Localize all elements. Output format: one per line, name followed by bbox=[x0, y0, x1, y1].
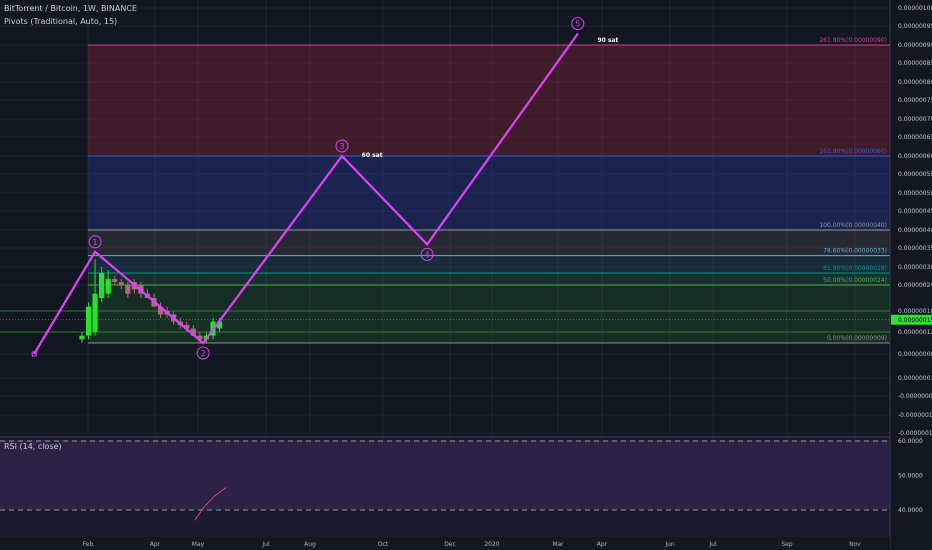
fib-zone bbox=[88, 273, 890, 285]
price-tick-label: 0.00000012 bbox=[898, 329, 932, 336]
wave-marker-circle bbox=[196, 346, 210, 360]
time-axis-background bbox=[0, 537, 890, 550]
wave-origin-marker bbox=[31, 351, 37, 357]
wave-marker-circle bbox=[88, 235, 102, 249]
fib-levels: 0.00%(0.00000009) 50.00%(0.00000024) 61.80… bbox=[0, 37, 890, 344]
wave-annotation: 60 sat bbox=[362, 152, 383, 159]
fib-zone bbox=[88, 230, 890, 256]
candle-body bbox=[216, 321, 223, 329]
fib-level-label: 100.00%(0.00000040) bbox=[819, 222, 887, 229]
rsi-band-fill bbox=[0, 440, 890, 510]
price-tick-label: 0.00000070 bbox=[898, 116, 932, 123]
fib-zone bbox=[88, 45, 890, 156]
price-tick-label: 0.00000035 bbox=[898, 245, 932, 252]
price-tick-label: -0.00000015 bbox=[898, 430, 932, 437]
fib-zone bbox=[88, 255, 890, 273]
time-axis[interactable]: Feb Apr May Jul Aug Oct Dec 2020 Mar Apr Jun Jul Sep… bbox=[0, 537, 890, 550]
price-tick-label: 0.00000100 bbox=[898, 5, 932, 12]
price-axis-background bbox=[890, 0, 932, 550]
time-tick-label: May bbox=[192, 541, 205, 548]
price-tick-label: 0.00000090 bbox=[898, 42, 932, 49]
time-tick-label: Jul bbox=[708, 541, 717, 548]
current-price-tag bbox=[891, 314, 932, 325]
wave-marker-circle bbox=[571, 17, 585, 31]
current-price-label: 0.00000015 bbox=[898, 317, 932, 324]
rsi-background bbox=[0, 437, 890, 537]
time-tick-label: Jul bbox=[261, 541, 270, 548]
time-tick-label: Nov bbox=[849, 541, 861, 548]
time-tick-label: Oct bbox=[378, 541, 389, 548]
price-tick-label: 0.00000006 bbox=[898, 351, 932, 358]
wave-annotation: 90 sat bbox=[597, 37, 618, 44]
time-tick-label: Sep bbox=[781, 541, 793, 548]
fib-zones bbox=[88, 45, 890, 343]
price-tick-label: 0.00000045 bbox=[898, 208, 932, 215]
rsi-tick-label: 40.0000 bbox=[898, 507, 923, 514]
time-tick-label: Mar bbox=[552, 541, 564, 548]
price-tick-label: 0.00000001 bbox=[898, 375, 932, 382]
price-tick-label: 0.00000085 bbox=[898, 60, 932, 67]
price-tick-label: 0.00000040 bbox=[898, 227, 932, 234]
fib-level-label: 261.80%(0.00000090) bbox=[819, 37, 887, 44]
price-tick-label: -0.00000005 bbox=[898, 393, 932, 400]
rsi-tick-label: 50.0000 bbox=[898, 473, 923, 480]
candle-body bbox=[184, 325, 190, 329]
wave-label: 1 bbox=[93, 238, 98, 247]
price-tick-label: 0.00000018 bbox=[898, 308, 932, 315]
wave-label: 4 bbox=[425, 250, 430, 259]
fib-level-label: 50.00%(0.00000024) bbox=[823, 277, 887, 284]
symbol-title: BitTorrent / Bitcoin, 1W, BINANCE bbox=[4, 4, 137, 13]
wave-marker-circle bbox=[420, 247, 434, 261]
candle-body bbox=[112, 279, 118, 282]
wave-path: 1 2 3 4 5 60 sat 90 sat bbox=[31, 17, 619, 360]
candle-body bbox=[92, 293, 98, 332]
price-tick-label: 0.00000050 bbox=[898, 190, 932, 197]
price-tick-label: 0.00000060 bbox=[898, 153, 932, 160]
rsi-indicator-label[interactable]: RSI (14, close) bbox=[4, 442, 62, 451]
time-tick-label: Jun bbox=[664, 541, 675, 548]
candle-body bbox=[99, 273, 105, 298]
wave-label: 2 bbox=[201, 349, 206, 358]
rsi-line bbox=[194, 487, 227, 521]
wave-line bbox=[33, 32, 579, 355]
wave-label: 3 bbox=[339, 142, 344, 151]
time-tick-label: 2020 bbox=[484, 541, 499, 548]
wave-marker-circle bbox=[335, 139, 349, 153]
candle-body bbox=[125, 285, 131, 294]
fib-level-label: 161.80%(0.00000060) bbox=[819, 148, 887, 155]
candle-body bbox=[79, 335, 85, 340]
price-tick-label: 0.00000075 bbox=[898, 97, 932, 104]
candle-body bbox=[118, 282, 124, 285]
price-tick-label: 0.00000080 bbox=[898, 79, 932, 86]
price-tick-label: 0.00000095 bbox=[898, 23, 932, 30]
candle-body bbox=[105, 279, 111, 294]
rsi-tick-label: 60.0000 bbox=[898, 438, 923, 445]
time-tick-label: Apr bbox=[597, 541, 608, 548]
candle-body bbox=[190, 328, 196, 336]
candle-body bbox=[197, 335, 203, 340]
fib-zone bbox=[88, 285, 890, 343]
time-tick-label: Dec bbox=[444, 541, 456, 548]
fib-level-label: 0.00%(0.00000009) bbox=[827, 335, 887, 342]
time-tick-label: Feb bbox=[83, 541, 94, 548]
price-tick-label: 0.00000065 bbox=[898, 134, 932, 141]
price-tick-label: 0.00000030 bbox=[898, 264, 932, 271]
price-tick-label: 0.00000024 bbox=[898, 282, 932, 289]
time-tick-label: Apr bbox=[150, 541, 161, 548]
rsi-pane bbox=[0, 436, 932, 537]
fib-zone bbox=[88, 156, 890, 230]
candle-body bbox=[85, 306, 92, 336]
price-tick-label: 0.00000055 bbox=[898, 171, 932, 178]
fib-level-label: 78.60%(0.00000033) bbox=[823, 248, 887, 255]
candle-body bbox=[157, 306, 164, 315]
fib-level-label: 61.80%(0.00000028) bbox=[823, 265, 887, 272]
time-tick-label: Aug bbox=[304, 541, 316, 548]
pivots-indicator-label[interactable]: Pivots (Traditional, Auto, 15) bbox=[4, 17, 118, 26]
wave-label: 5 bbox=[575, 20, 580, 29]
